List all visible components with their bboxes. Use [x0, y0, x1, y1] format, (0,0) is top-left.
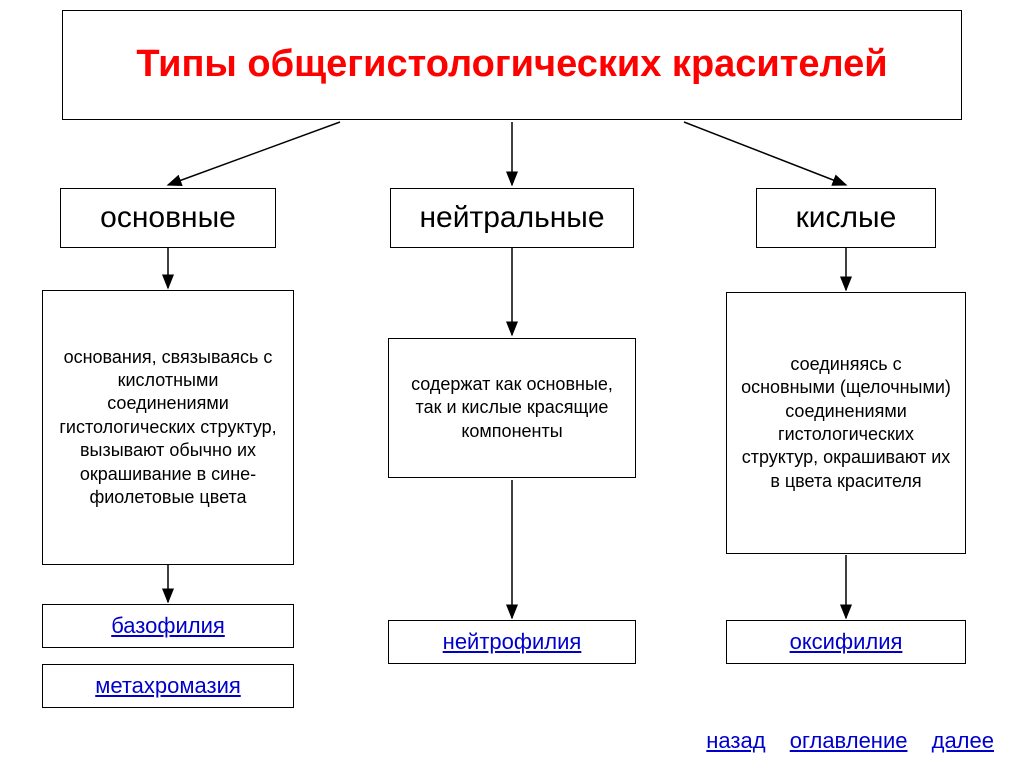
link-box-oxyphilia[interactable]: оксифилия: [726, 620, 966, 664]
description-box-0: основания, связываясь с кислотными соеди…: [42, 290, 294, 565]
nav-bar: назад оглавление далее: [688, 728, 994, 754]
link-basophilia[interactable]: базофилия: [111, 613, 225, 639]
link-box-neutrophilia[interactable]: нейтрофилия: [388, 620, 636, 664]
description-text-2: соединяясь с основными (щелочными) соеди…: [741, 353, 951, 493]
title-text: Типы общегистологических красителей: [136, 42, 887, 88]
link-oxyphilia[interactable]: оксифилия: [790, 629, 903, 655]
category-label-0: основные: [100, 201, 236, 235]
nav-toc[interactable]: оглавление: [790, 728, 908, 753]
link-box-metachromasia[interactable]: метахромазия: [42, 664, 294, 708]
description-text-0: основания, связываясь с кислотными соеди…: [57, 346, 279, 510]
category-box-1: нейтральные: [390, 188, 634, 248]
description-text-1: содержат как основные, так и кислые крас…: [403, 373, 621, 443]
description-box-2: соединяясь с основными (щелочными) соеди…: [726, 292, 966, 554]
category-label-1: нейтральные: [419, 201, 604, 235]
nav-next[interactable]: далее: [932, 728, 994, 753]
category-box-2: кислые: [756, 188, 936, 248]
link-box-basophilia[interactable]: базофилия: [42, 604, 294, 648]
title-box: Типы общегистологических красителей: [62, 10, 962, 120]
category-label-2: кислые: [796, 201, 897, 235]
link-metachromasia[interactable]: метахромазия: [95, 673, 241, 699]
description-box-1: содержат как основные, так и кислые крас…: [388, 338, 636, 478]
link-neutrophilia[interactable]: нейтрофилия: [443, 629, 582, 655]
category-box-0: основные: [60, 188, 276, 248]
nav-back[interactable]: назад: [706, 728, 765, 753]
